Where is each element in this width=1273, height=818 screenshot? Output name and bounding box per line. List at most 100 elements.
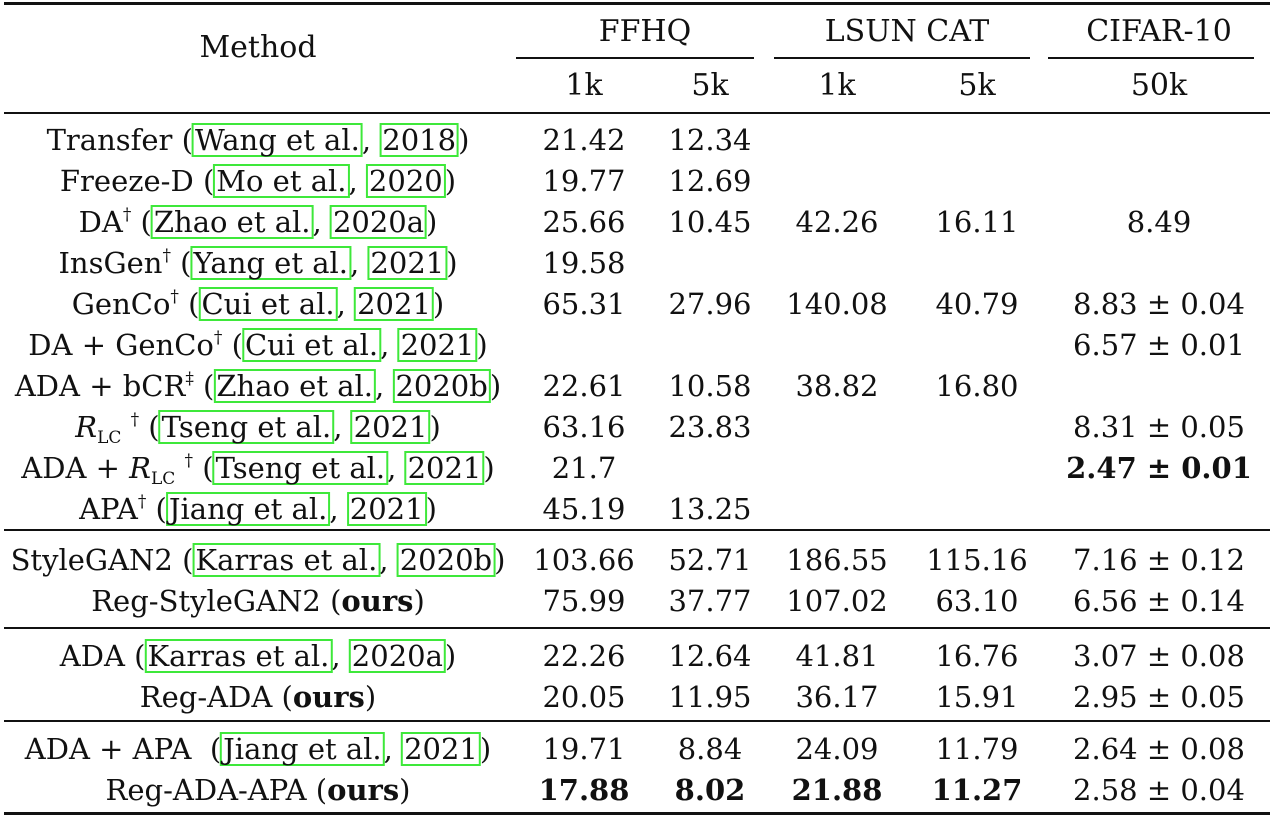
method-cell: ADA + bCR‡ (Zhao et al., 2020b) bbox=[14, 369, 502, 403]
citation-year-link[interactable]: 2021 bbox=[350, 410, 431, 444]
citation-year-link[interactable]: 2020b bbox=[396, 543, 496, 577]
citation-authors-link[interactable]: Zhao et al. bbox=[150, 205, 314, 239]
group-header-ffhq: FFHQ bbox=[598, 14, 692, 49]
method-cell: ADA + RLC † (Tseng et al., 2021) bbox=[21, 451, 495, 489]
value-cell: 140.08 bbox=[786, 287, 888, 321]
value-cell: 16.11 bbox=[935, 205, 1019, 239]
subcol-header: 1k bbox=[565, 68, 603, 103]
ours-label: ours bbox=[327, 773, 400, 807]
value-cell: 22.61 bbox=[542, 369, 626, 403]
value-cell: 6.57 ± 0.01 bbox=[1073, 328, 1245, 362]
value-cell: 3.07 ± 0.08 bbox=[1073, 639, 1245, 673]
citation-year-link[interactable]: 2021 bbox=[401, 732, 481, 766]
value-cell: 8.83 ± 0.04 bbox=[1073, 287, 1245, 321]
citation-authors-link[interactable]: Cui et al. bbox=[241, 328, 382, 362]
value-cell: 63.10 bbox=[935, 584, 1019, 618]
cmidrule-lsun-cat bbox=[774, 57, 1030, 59]
value-cell: 103.66 bbox=[533, 543, 635, 577]
value-cell: 2.95 ± 0.05 bbox=[1073, 680, 1245, 714]
value-cell: 8.02 bbox=[674, 773, 746, 807]
value-cell: 27.96 bbox=[668, 287, 752, 321]
citation-year-link[interactable]: 2021 bbox=[397, 328, 478, 362]
math-symbol: R bbox=[75, 410, 98, 444]
footnote-mark: † bbox=[162, 246, 171, 266]
group-header-cifar10: CIFAR-10 bbox=[1086, 14, 1232, 49]
method-name: ADA + bCR bbox=[14, 369, 186, 403]
value-cell: 25.66 bbox=[542, 205, 626, 239]
value-cell: 2.58 ± 0.04 bbox=[1073, 773, 1245, 807]
value-cell: 11.27 bbox=[931, 773, 1023, 807]
value-cell: 15.91 bbox=[935, 680, 1019, 714]
citation-authors-link[interactable]: Mo et al. bbox=[213, 164, 350, 198]
citation-year-link[interactable]: 2021 bbox=[346, 492, 427, 526]
subcol-header: 5k bbox=[691, 68, 729, 103]
citation-year-link[interactable]: 2020a bbox=[348, 639, 446, 673]
citation-authors-link[interactable]: Tseng et al. bbox=[158, 410, 335, 444]
citation-year-link[interactable]: 2020 bbox=[365, 164, 446, 198]
math-symbol: R bbox=[129, 451, 152, 485]
citation-year-link[interactable]: 2020b bbox=[392, 369, 491, 403]
citation-authors-link[interactable]: Karras et al. bbox=[192, 543, 381, 577]
citation-year-link[interactable]: 2021 bbox=[354, 287, 434, 321]
value-cell: 19.77 bbox=[542, 164, 626, 198]
footnote-mark: † bbox=[213, 328, 223, 348]
value-cell: 36.17 bbox=[795, 680, 879, 714]
citation-year-link[interactable]: 2020a bbox=[329, 205, 428, 239]
value-cell: 186.55 bbox=[786, 543, 888, 577]
method-name: APA bbox=[79, 492, 138, 526]
method-cell: DA† (Zhao et al., 2020a) bbox=[78, 205, 438, 239]
value-cell: 17.88 bbox=[538, 773, 630, 807]
footnote-mark: † bbox=[184, 451, 194, 471]
value-cell: 8.49 bbox=[1126, 205, 1192, 239]
citation-year-link[interactable]: 2021 bbox=[404, 451, 485, 485]
value-cell: 21.42 bbox=[542, 123, 626, 157]
method-cell: ADA + APA (Jiang et al., 2021) bbox=[24, 732, 492, 766]
value-cell: 10.45 bbox=[668, 205, 752, 239]
value-cell: 22.26 bbox=[542, 639, 626, 673]
citation-authors-link[interactable]: Karras et al. bbox=[144, 639, 333, 673]
value-cell: 13.25 bbox=[668, 492, 752, 526]
citation-authors-link[interactable]: Yang et al. bbox=[190, 246, 351, 280]
value-cell: 107.02 bbox=[786, 584, 888, 618]
citation-year-link[interactable]: 2021 bbox=[367, 246, 448, 280]
value-cell: 52.71 bbox=[668, 543, 752, 577]
top-rule bbox=[4, 2, 1270, 5]
method-cell: GenCo† (Cui et al., 2021) bbox=[71, 287, 445, 321]
method-name: Reg-ADA bbox=[139, 680, 273, 714]
method-cell: DA + GenCo† (Cui et al., 2021) bbox=[28, 328, 488, 362]
citation-authors-link[interactable]: Zhao et al. bbox=[213, 369, 376, 403]
value-cell: 42.26 bbox=[795, 205, 879, 239]
footnote-mark: † bbox=[122, 205, 132, 225]
method-name: ADA + bbox=[21, 451, 130, 485]
citation-year-link[interactable]: 2018 bbox=[379, 123, 460, 157]
method-name: DA + GenCo bbox=[28, 328, 214, 362]
value-cell: 115.16 bbox=[926, 543, 1028, 577]
method-cell: APA† (Jiang et al., 2021) bbox=[79, 492, 437, 526]
value-cell: 8.84 bbox=[677, 732, 743, 766]
value-cell: 11.95 bbox=[668, 680, 752, 714]
math-subscript: LC bbox=[151, 469, 176, 489]
value-cell: 7.16 ± 0.12 bbox=[1073, 543, 1245, 577]
citation-authors-link[interactable]: Jiang et al. bbox=[165, 492, 331, 526]
method-name: ADA bbox=[59, 639, 125, 673]
value-cell: 65.31 bbox=[542, 287, 626, 321]
citation-authors-link[interactable]: Cui et al. bbox=[198, 287, 338, 321]
method-cell: Reg-ADA-APA (ours) bbox=[105, 773, 411, 807]
value-cell: 23.83 bbox=[668, 410, 752, 444]
math-subscript: LC bbox=[97, 428, 122, 448]
value-cell: 11.79 bbox=[935, 732, 1019, 766]
method-name: Reg-StyleGAN2 bbox=[91, 584, 321, 618]
footnote-mark: † bbox=[130, 410, 140, 430]
value-cell: 2.64 ± 0.08 bbox=[1073, 732, 1245, 766]
section-rule bbox=[4, 627, 1270, 629]
subcol-header: 1k bbox=[818, 68, 856, 103]
citation-authors-link[interactable]: Tseng et al. bbox=[212, 451, 389, 485]
citation-authors-link[interactable]: Jiang et al. bbox=[220, 732, 385, 766]
citation-authors-link[interactable]: Wang et al. bbox=[191, 123, 363, 157]
value-cell: 75.99 bbox=[542, 584, 626, 618]
method-cell: InsGen† (Yang et al., 2021) bbox=[58, 246, 458, 280]
cmidrule-ffhq bbox=[516, 57, 754, 59]
section-rule bbox=[4, 529, 1270, 531]
value-cell: 45.19 bbox=[542, 492, 626, 526]
method-name: GenCo bbox=[71, 287, 171, 321]
